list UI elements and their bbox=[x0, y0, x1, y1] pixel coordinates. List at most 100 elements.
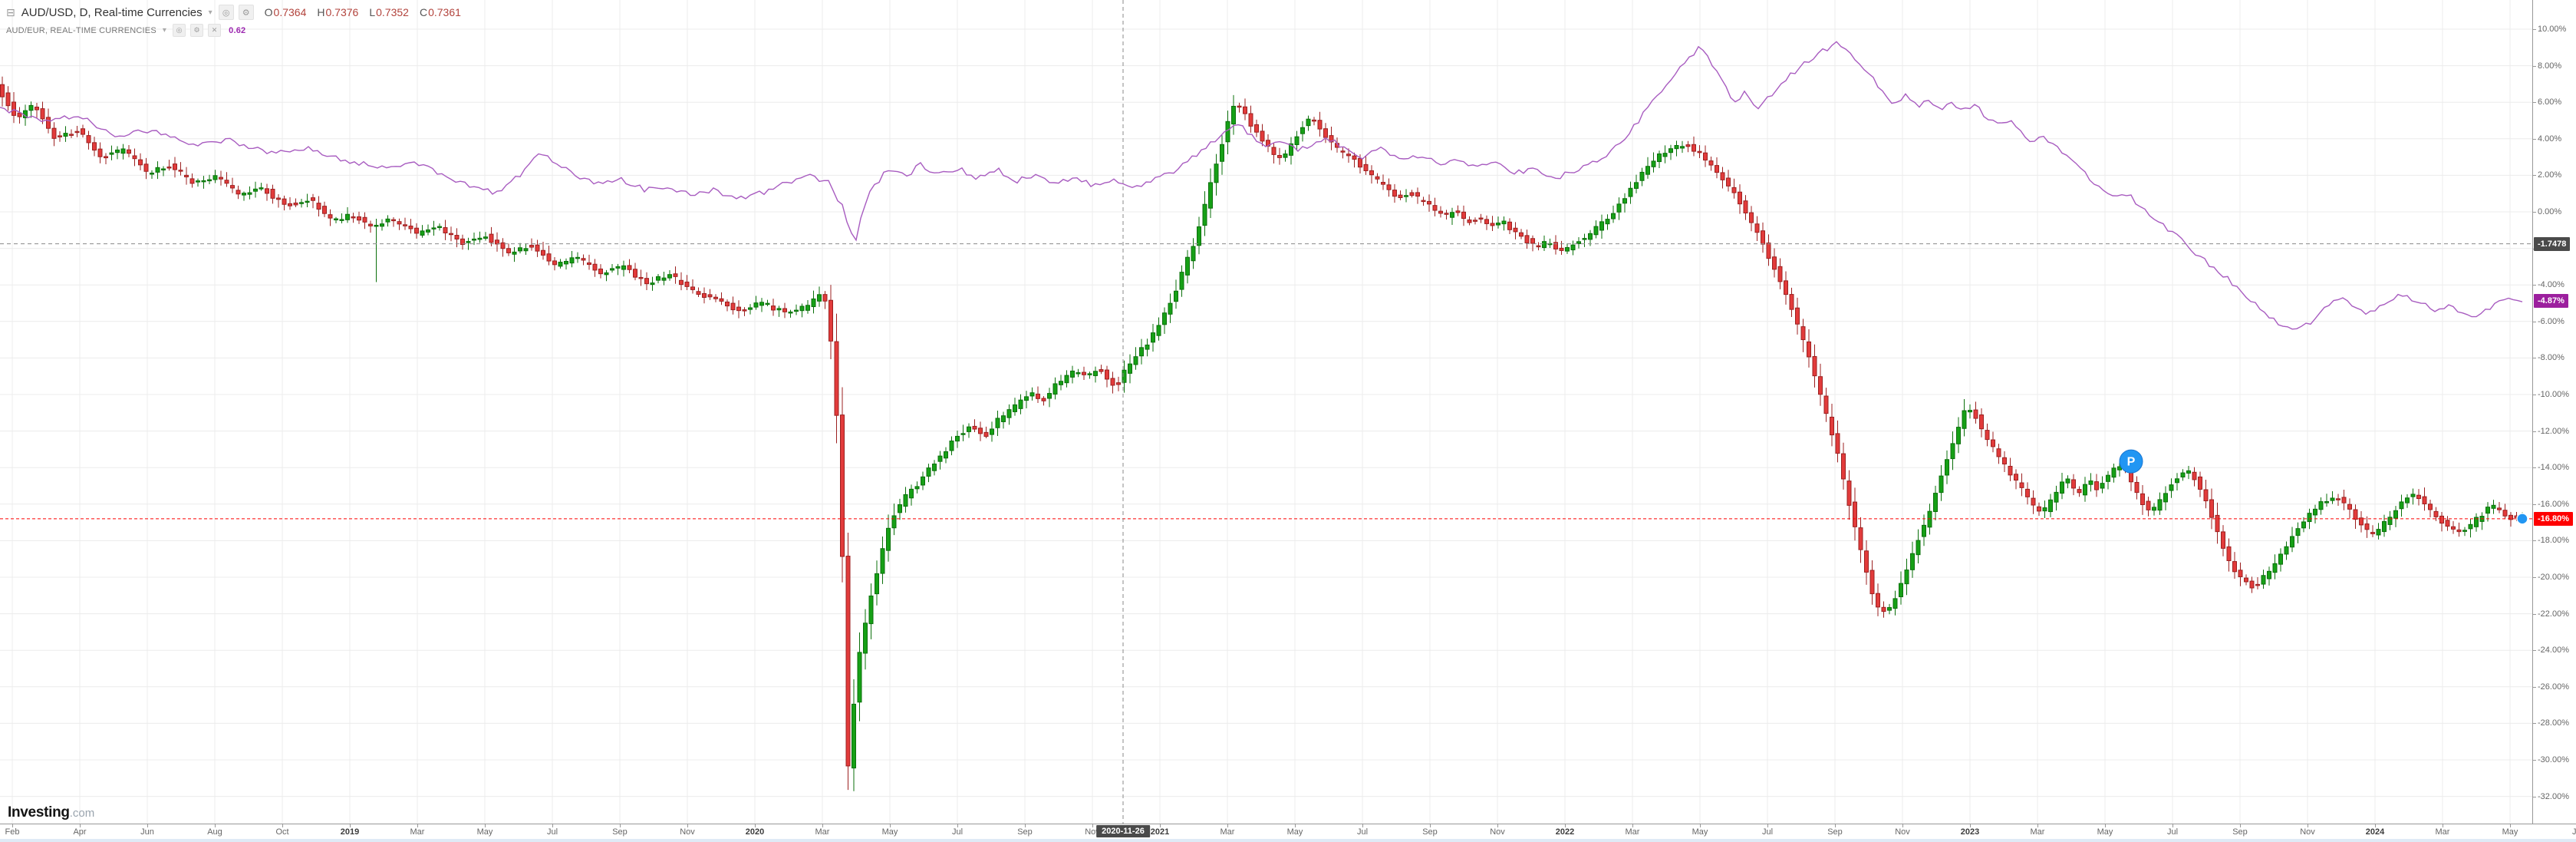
time-tick-dash bbox=[1902, 824, 1903, 827]
time-tick-dash bbox=[417, 824, 418, 827]
time-tick-dash bbox=[1700, 824, 1701, 827]
price-tick-label: -10.00% bbox=[2538, 390, 2569, 399]
gear-icon[interactable]: ⚙ bbox=[238, 5, 254, 20]
compare-last-value: 0.62 bbox=[229, 25, 246, 35]
price-tick-label: 4.00% bbox=[2538, 134, 2562, 144]
time-tick-label: Mar bbox=[1625, 827, 1640, 837]
time-tick-label: Jul bbox=[1356, 827, 1369, 837]
time-tick-dash bbox=[350, 824, 351, 827]
chart-plot-area[interactable]: P bbox=[0, 0, 2532, 824]
time-tick-dash bbox=[1092, 824, 1093, 827]
time-tick-dash bbox=[755, 824, 756, 827]
price-tick-label: 10.00% bbox=[2538, 25, 2567, 34]
gear-icon[interactable]: ⚙ bbox=[190, 24, 204, 37]
time-tick-label: May bbox=[476, 827, 493, 837]
time-tick-label: Jul bbox=[2166, 827, 2179, 837]
collapse-icon[interactable]: ⊟ bbox=[6, 6, 15, 18]
close-icon[interactable]: ✕ bbox=[208, 24, 222, 37]
time-tick-label: Oct bbox=[275, 827, 289, 837]
time-tick-label: Aug bbox=[207, 827, 222, 837]
time-tick-label: Jul bbox=[1761, 827, 1774, 837]
time-tick-dash bbox=[1632, 824, 1633, 827]
price-tick-label: -22.00% bbox=[2538, 609, 2569, 619]
time-tick-label: Mar bbox=[1220, 827, 1235, 837]
time-tick-label: Mar bbox=[2030, 827, 2045, 837]
price-tick-dash bbox=[2533, 504, 2536, 505]
price-tick-dash bbox=[2533, 723, 2536, 725]
time-tick-dash bbox=[2037, 824, 2038, 827]
price-tick-dash bbox=[2533, 285, 2536, 286]
logo-bold: Investing bbox=[8, 804, 70, 821]
price-tick-dash bbox=[2533, 138, 2536, 140]
price-tick-label: -16.00% bbox=[2538, 499, 2569, 509]
price-tick-label: 2.00% bbox=[2538, 170, 2562, 180]
time-tick-dash bbox=[1430, 824, 1431, 827]
time-tick-dash bbox=[1565, 824, 1566, 827]
time-tick-label: 2019 bbox=[340, 827, 360, 837]
price-tick-dash bbox=[2533, 686, 2536, 688]
compare-symbol-row[interactable]: AUD/EUR, REAL-TIME CURRENCIES ▾ ◎ ⚙ ✕ 0.… bbox=[6, 24, 461, 37]
price-tick-label: -4.00% bbox=[2538, 280, 2564, 290]
time-tick-dash bbox=[147, 824, 148, 827]
time-tick-label: Nov bbox=[680, 827, 695, 837]
logo-suffix: .com bbox=[69, 807, 95, 820]
crosshair-price-tag: -1.7478 bbox=[2534, 236, 2571, 251]
price-tick-dash bbox=[2533, 577, 2536, 578]
time-tick-dash bbox=[282, 824, 283, 827]
price-tick-dash bbox=[2533, 212, 2536, 213]
time-tick-dash bbox=[687, 824, 688, 827]
ohlc-c: C0.7361 bbox=[419, 6, 461, 18]
time-tick-dash bbox=[1227, 824, 1228, 827]
time-tick-label: Nov bbox=[1085, 827, 1100, 837]
time-tick-label: Sep bbox=[1827, 827, 1843, 837]
time-tick-label: May bbox=[1286, 827, 1303, 837]
price-tick-dash bbox=[2533, 467, 2536, 469]
crosshair-date-tag: 2020-11-26 bbox=[1096, 825, 1150, 837]
price-axis[interactable]: 10.00%8.00%6.00%4.00%2.00%0.00%-2.00%-4.… bbox=[2532, 0, 2576, 824]
time-tick-dash bbox=[485, 824, 486, 827]
time-tick-dash bbox=[2510, 824, 2511, 827]
compare-symbol-title[interactable]: AUD/EUR, REAL-TIME CURRENCIES bbox=[6, 25, 156, 35]
price-tick-dash bbox=[2533, 102, 2536, 104]
price-tick-dash bbox=[2533, 431, 2536, 432]
price-tick-label: 8.00% bbox=[2538, 61, 2562, 71]
price-tick-dash bbox=[2533, 175, 2536, 177]
ohlc-l: L0.7352 bbox=[369, 6, 409, 18]
svg-text:P: P bbox=[2127, 456, 2136, 469]
price-tick-label: -8.00% bbox=[2538, 353, 2564, 363]
time-tick-label: Jul bbox=[546, 827, 558, 837]
time-tick-label: Sep bbox=[1017, 827, 1033, 837]
legend: ⊟ AUD/USD, D, Real-time Currencies ▾ ◎ ⚙… bbox=[6, 5, 461, 37]
time-tick-dash bbox=[1025, 824, 1026, 827]
main-symbol-row[interactable]: ⊟ AUD/USD, D, Real-time Currencies ▾ ◎ ⚙… bbox=[6, 5, 461, 20]
time-axis[interactable]: Feb Apr Jun Aug Oct 2019 Mar May Jul Sep Nov 2020 Ma… bbox=[0, 824, 2576, 839]
eye-icon[interactable]: ◎ bbox=[173, 24, 186, 37]
time-tick-label: Jun bbox=[140, 827, 154, 837]
time-tick-dash bbox=[552, 824, 553, 827]
time-tick-dash bbox=[1835, 824, 1836, 827]
p-marker-badge[interactable]: P bbox=[2119, 449, 2143, 474]
time-tick-label: Nov bbox=[1490, 827, 1505, 837]
compare-last-tag: -4.87% bbox=[2534, 293, 2568, 308]
main-last-tag: -16.80% bbox=[2534, 511, 2573, 526]
time-tick-label: May bbox=[2502, 827, 2518, 837]
price-tick-label: -12.00% bbox=[2538, 426, 2569, 436]
chevron-down-icon[interactable]: ▾ bbox=[162, 26, 167, 35]
price-tick-dash bbox=[2533, 540, 2536, 542]
time-tick-label: Mar bbox=[410, 827, 425, 837]
price-tick-label: 0.00% bbox=[2538, 207, 2562, 216]
chevron-down-icon[interactable]: ▾ bbox=[208, 8, 212, 17]
time-tick-dash bbox=[1767, 824, 1768, 827]
time-tick-label: 2020 bbox=[745, 827, 765, 837]
main-symbol-title[interactable]: AUD/USD, D, Real-time Currencies bbox=[21, 5, 203, 19]
eye-icon[interactable]: ◎ bbox=[218, 5, 234, 20]
time-tick-label: 2022 bbox=[1555, 827, 1575, 837]
price-tick-dash bbox=[2533, 29, 2536, 30]
ohlc-values: O0.7364 H0.7376 L0.7352 C0.7361 bbox=[265, 6, 461, 18]
time-tick-label: Nov bbox=[1895, 827, 1910, 837]
time-tick-label: Feb bbox=[5, 827, 20, 837]
time-tick-dash bbox=[80, 824, 81, 827]
time-tick-dash bbox=[215, 824, 216, 827]
time-tick-label: Nov bbox=[2300, 827, 2315, 837]
